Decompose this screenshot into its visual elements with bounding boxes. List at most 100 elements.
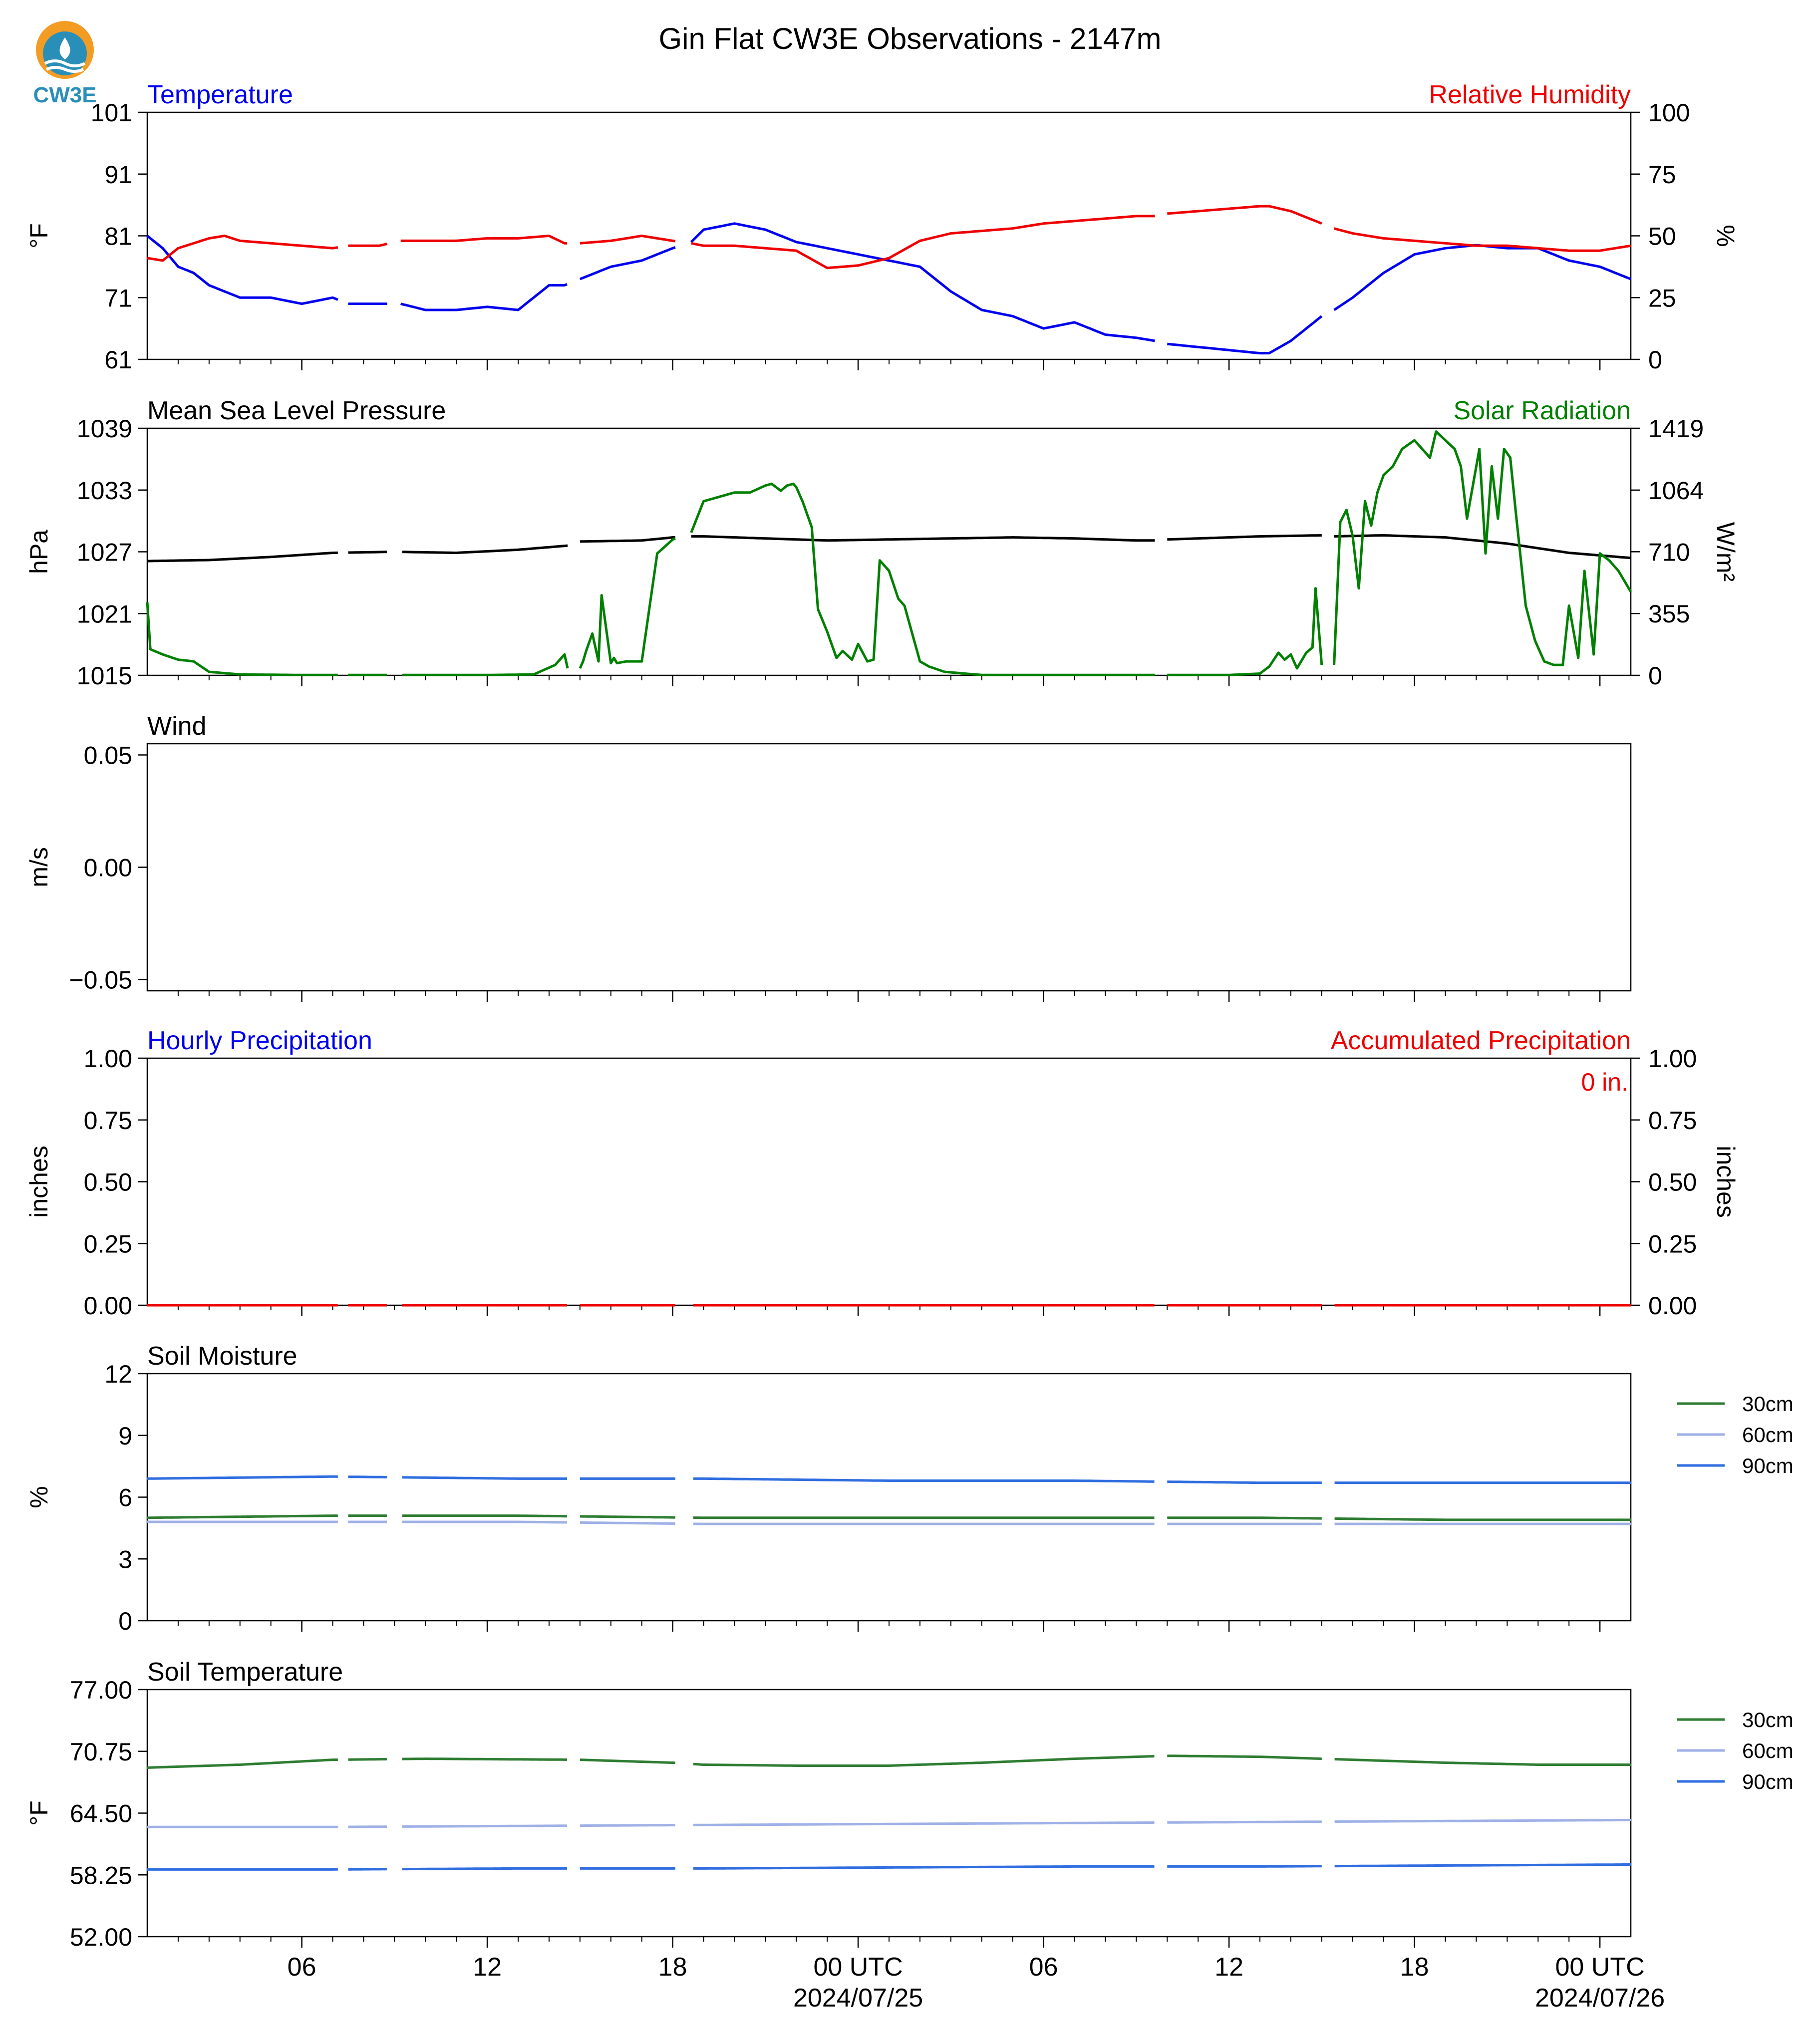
series-line-relative-humidity — [147, 205, 1631, 270]
x-tick-label: 06 — [288, 1953, 316, 1982]
y-tick-label: 71 — [104, 284, 132, 312]
plot-frame — [146, 1689, 1632, 1938]
y-tick-label-right: 0.75 — [1648, 1107, 1697, 1135]
x-date-label: 2024/07/26 — [1535, 1984, 1665, 2013]
y-tick-label-right: 1064 — [1648, 477, 1704, 505]
y-axis-label: % — [25, 1486, 53, 1508]
panel-precip — [138, 1057, 1640, 1316]
figure-title: Gin Flat CW3E Observations - 2147m — [658, 22, 1161, 55]
y-tick-label: 9 — [118, 1422, 132, 1450]
y-tick-label: 0.25 — [84, 1230, 132, 1258]
plot-frame — [146, 111, 1632, 360]
legend-label: 90cm — [1742, 1770, 1794, 1793]
panel-soil_moisture — [138, 1373, 1725, 1632]
legend-label: 30cm — [1742, 1392, 1794, 1416]
y-axis-label-right: inches — [1712, 1146, 1740, 1218]
y-tick-label: −0.05 — [69, 966, 132, 994]
y-tick-label-right: 25 — [1648, 284, 1676, 312]
y-tick-label: 0.50 — [84, 1168, 132, 1196]
x-tick-label: 00 UTC — [1555, 1953, 1645, 1982]
panel-title-left: Wind — [147, 712, 206, 741]
y-axis-label: m/s — [25, 847, 53, 887]
series-line-90cm — [147, 1475, 1631, 1484]
precip-total-annotation: 0 in. — [1581, 1068, 1628, 1096]
x-date-label: 2024/07/25 — [793, 1984, 923, 2013]
y-tick-label: 0.00 — [84, 854, 132, 882]
series-line-mean-sea-level-pressure — [147, 534, 1631, 563]
series-line-solar-radiation — [146, 430, 1632, 676]
y-axis-label: inches — [25, 1146, 53, 1218]
y-tick-label: 0.75 — [84, 1107, 132, 1135]
panel-title-left: Temperature — [147, 80, 293, 109]
y-tick-label: 6 — [118, 1484, 132, 1512]
panel-title-left: Mean Sea Level Pressure — [147, 396, 446, 425]
y-tick-label-right: 75 — [1648, 161, 1676, 189]
y-tick-label-right: 100 — [1648, 99, 1690, 127]
y-tick-label-right: 710 — [1648, 538, 1690, 566]
panel-title-right: Solar Radiation — [1453, 396, 1631, 425]
y-tick-label-right: 1.00 — [1648, 1045, 1697, 1073]
legend-label: 60cm — [1742, 1423, 1794, 1447]
x-tick-label: 12 — [473, 1953, 502, 1982]
y-tick-label: 58.25 — [70, 1861, 132, 1889]
panel-wind — [138, 743, 1632, 1002]
logo-drop-icon — [59, 37, 70, 59]
x-tick-label: 06 — [1029, 1953, 1058, 1982]
y-tick-label: 0.05 — [84, 742, 132, 770]
y-tick-label: 1015 — [77, 662, 132, 690]
legend-label: 60cm — [1742, 1739, 1794, 1762]
y-tick-label: 0 — [118, 1607, 132, 1635]
x-tick-label: 18 — [1400, 1953, 1429, 1982]
y-axis-label: hPa — [25, 530, 53, 574]
y-tick-label: 61 — [104, 346, 132, 374]
y-tick-label-right: 50 — [1648, 223, 1676, 251]
panel-title-left: Soil Temperature — [147, 1658, 343, 1687]
series-line-30cm — [147, 1754, 1631, 1769]
y-axis-label: °F — [25, 223, 53, 249]
y-tick-label: 0.00 — [84, 1292, 132, 1320]
panel-title-right: Relative Humidity — [1429, 80, 1631, 109]
y-tick-label-right: 0 — [1648, 662, 1662, 690]
x-tick-label: 18 — [658, 1953, 687, 1982]
series-line-60cm — [147, 1520, 1631, 1525]
y-tick-label: 101 — [91, 99, 132, 127]
x-tick-label: 00 UTC — [814, 1953, 903, 1982]
plot-frame — [146, 743, 1632, 992]
y-tick-label-right: 0.25 — [1648, 1230, 1697, 1258]
y-tick-label: 52.00 — [70, 1923, 132, 1951]
y-tick-label-right: 1419 — [1648, 415, 1704, 443]
y-tick-label: 1021 — [77, 600, 132, 628]
series-line-30cm — [147, 1514, 1631, 1521]
y-tick-label-right: 0 — [1648, 346, 1662, 374]
legend-label: 30cm — [1742, 1708, 1794, 1732]
x-tick-label: 12 — [1214, 1953, 1243, 1982]
y-tick-label: 12 — [104, 1360, 132, 1388]
y-axis-label-right: W/m² — [1712, 522, 1740, 581]
panel-title-left: Hourly Precipitation — [147, 1026, 372, 1055]
y-tick-label-right: 355 — [1648, 600, 1690, 628]
panel-temp_rh — [138, 111, 1640, 370]
y-tick-label: 77.00 — [70, 1676, 132, 1704]
y-tick-label-right: 0.50 — [1648, 1168, 1697, 1196]
y-axis-label-right: % — [1712, 225, 1740, 247]
plot-frame — [146, 1057, 1632, 1306]
plot-frame — [146, 1373, 1632, 1622]
cw3e-logo: CW3E — [33, 21, 97, 107]
legend-label: 90cm — [1742, 1454, 1794, 1477]
y-tick-label-right: 0.00 — [1648, 1292, 1697, 1320]
y-tick-label: 1039 — [77, 415, 132, 443]
y-tick-label: 1027 — [77, 539, 132, 567]
y-axis-label: °F — [25, 1800, 53, 1826]
series-line-60cm — [147, 1818, 1631, 1828]
series-line-90cm — [147, 1863, 1631, 1871]
series-line-temperature — [146, 222, 1631, 355]
y-tick-label: 70.75 — [70, 1738, 132, 1766]
panel-pressure_solar — [138, 427, 1640, 686]
y-tick-label: 1033 — [77, 477, 132, 505]
panel-soil_temp — [138, 1689, 1725, 1948]
y-tick-label: 91 — [104, 161, 132, 189]
y-tick-label: 3 — [118, 1545, 132, 1573]
panel-title-right: Accumulated Precipitation — [1331, 1026, 1631, 1055]
logo-text: CW3E — [33, 83, 96, 107]
